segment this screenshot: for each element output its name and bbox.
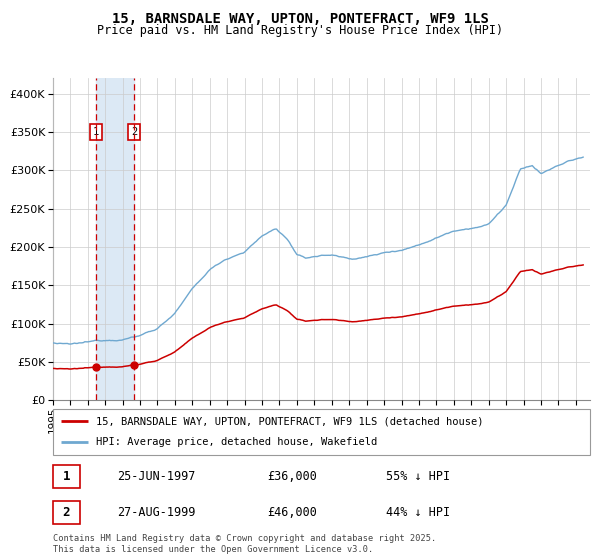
FancyBboxPatch shape (53, 409, 590, 455)
Text: 1: 1 (62, 470, 70, 483)
Text: £36,000: £36,000 (268, 470, 317, 483)
Text: 15, BARNSDALE WAY, UPTON, PONTEFRACT, WF9 1LS: 15, BARNSDALE WAY, UPTON, PONTEFRACT, WF… (112, 12, 488, 26)
Text: £46,000: £46,000 (268, 506, 317, 519)
FancyBboxPatch shape (53, 501, 80, 524)
Text: Price paid vs. HM Land Registry's House Price Index (HPI): Price paid vs. HM Land Registry's House … (97, 24, 503, 37)
Text: HPI: Average price, detached house, Wakefield: HPI: Average price, detached house, Wake… (96, 437, 377, 447)
Text: 44% ↓ HPI: 44% ↓ HPI (386, 506, 450, 519)
Bar (96, 78, 134, 400)
Text: 2: 2 (62, 506, 70, 519)
Text: 1: 1 (93, 127, 99, 137)
Text: 2: 2 (131, 127, 137, 137)
Text: 27-AUG-1999: 27-AUG-1999 (117, 506, 196, 519)
Text: 25-JUN-1997: 25-JUN-1997 (117, 470, 196, 483)
Text: Contains HM Land Registry data © Crown copyright and database right 2025.
This d: Contains HM Land Registry data © Crown c… (53, 534, 436, 554)
Text: 15, BARNSDALE WAY, UPTON, PONTEFRACT, WF9 1LS (detached house): 15, BARNSDALE WAY, UPTON, PONTEFRACT, WF… (96, 416, 483, 426)
FancyBboxPatch shape (53, 465, 80, 488)
Text: 55% ↓ HPI: 55% ↓ HPI (386, 470, 450, 483)
